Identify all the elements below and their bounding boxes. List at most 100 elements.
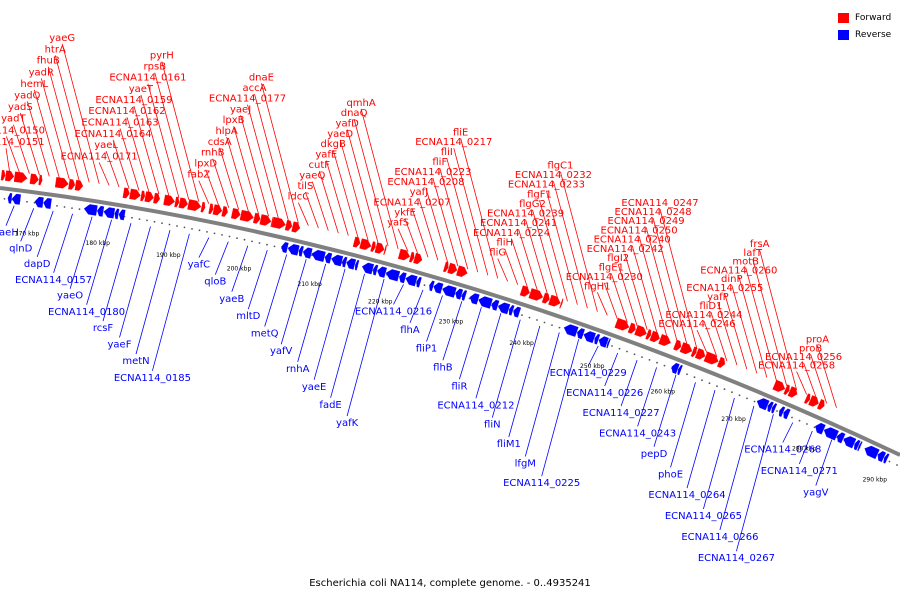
- scale-tick-label: 290 kbp: [863, 477, 888, 484]
- forward-gene-label: yaeQ: [299, 171, 325, 182]
- label-leader-line: [696, 329, 708, 354]
- label-leader-line: [61, 43, 100, 184]
- scale-dot: [131, 216, 133, 219]
- scale-dot: [56, 205, 58, 207]
- label-leader-line: [798, 430, 813, 465]
- forward-gene-label: fliE: [453, 127, 468, 138]
- forward-gene-label: dnaE: [249, 72, 274, 83]
- label-leader-line: [810, 354, 827, 404]
- label-leader-line: [346, 278, 385, 417]
- reverse-gene-arrow: [478, 296, 493, 309]
- gene-shape: [508, 305, 515, 316]
- gene-shape: [377, 266, 387, 278]
- reverse-gene-arrow: [11, 193, 21, 205]
- forward-gene-label: ECNA114_0223: [394, 167, 471, 178]
- label-leader-line: [418, 198, 439, 261]
- reverse-gene-arrow: [577, 328, 585, 340]
- gene-shape: [5, 170, 15, 182]
- forward-gene-label: proB: [799, 343, 822, 354]
- reverse-gene-arrow: [491, 299, 500, 311]
- reverse-gene-arrow: [857, 441, 863, 452]
- label-leader-line: [604, 352, 619, 387]
- forward-gene-label: ECNA114_0239: [487, 209, 564, 220]
- gene-shape: [399, 272, 407, 284]
- label-leader-line: [325, 160, 349, 236]
- gene-shape: [284, 219, 293, 231]
- gene-shape: [658, 334, 671, 346]
- gene-shape: [433, 282, 444, 294]
- scale-dot: [168, 223, 171, 226]
- gene-shape: [883, 453, 890, 464]
- reverse-gene-arrow: [823, 427, 839, 441]
- gene-shape: [767, 401, 774, 413]
- label-leader-line: [759, 250, 798, 391]
- forward-gene-arrow: [5, 170, 15, 182]
- forward-gene-label: ECNA114_0150: [0, 125, 45, 136]
- label-leader-line: [6, 136, 20, 173]
- forward-gene-label: yaeG: [49, 33, 75, 44]
- reverse-gene-label: yaeB: [219, 294, 244, 305]
- forward-gene-label: flgI2: [607, 253, 629, 264]
- forward-gene-label: yafE: [315, 150, 337, 161]
- forward-gene-arrow: [787, 386, 798, 398]
- reverse-gene-label: dapD: [24, 259, 51, 270]
- label-leader-line: [212, 158, 230, 208]
- label-leader-line: [5, 205, 15, 226]
- gene-shape: [68, 179, 76, 190]
- forward-gene-label: ECNA114_0241: [480, 218, 557, 229]
- forward-gene-label: hlpA: [215, 126, 237, 137]
- genome-backbone: [0, 186, 900, 457]
- scale-dot: [536, 319, 538, 321]
- forward-gene-arrow: [271, 216, 286, 229]
- label-leader-line: [504, 248, 519, 285]
- forward-gene-arrow: [456, 265, 468, 277]
- reverse-gene-label: yafK: [336, 418, 359, 429]
- gene-shape: [114, 208, 120, 220]
- forward-gene-arrow: [270, 216, 274, 228]
- label-leader-line: [731, 285, 758, 374]
- forward-gene-label: flgC1: [547, 161, 573, 172]
- scale-dot: [213, 232, 216, 235]
- reverse-gene-label: ECNA114_0227: [583, 408, 660, 419]
- forward-gene-label: yaeD: [327, 129, 353, 140]
- reverse-gene-arrow: [883, 453, 890, 464]
- gene-shape: [324, 252, 333, 264]
- forward-gene-label: yafP: [707, 292, 729, 303]
- gene-shape: [178, 197, 188, 209]
- label-leader-line: [140, 94, 170, 197]
- reverse-gene-arrow: [594, 333, 601, 345]
- gene-shape: [200, 201, 206, 213]
- reverse-gene-label: ECNA114_0225: [503, 478, 580, 489]
- gene-shape: [383, 244, 387, 255]
- scale-dot: [258, 242, 261, 244]
- gene-shape: [359, 238, 372, 250]
- reverse-gene-label: metQ: [251, 329, 279, 340]
- forward-gene-label: qmhA: [346, 98, 375, 109]
- label-leader-line: [745, 267, 778, 382]
- scale-dot: [663, 364, 666, 367]
- gene-shape: [877, 451, 887, 463]
- reverse-gene-arrow: [103, 207, 116, 219]
- label-leader-line: [393, 284, 404, 305]
- scale-dot: [656, 361, 658, 364]
- forward-gene-arrow: [408, 251, 415, 263]
- label-leader-line: [782, 422, 794, 443]
- label-leader-line: [13, 124, 30, 174]
- forward-gene-arrow: [803, 393, 811, 404]
- reverse-gene-arrow: [361, 262, 375, 275]
- scale-dot: [716, 385, 718, 388]
- forward-gene-label: yaeL: [94, 140, 118, 151]
- reverse-gene-label: fliN: [484, 420, 501, 431]
- forward-gene-arrow: [239, 209, 254, 222]
- reverse-gene-arrow: [399, 272, 407, 284]
- label-leader-line: [553, 181, 588, 309]
- gene-shape: [783, 384, 790, 395]
- forward-gene-arrow: [13, 171, 28, 183]
- forward-gene-label: proA: [806, 335, 829, 346]
- label-leader-line: [411, 208, 429, 258]
- forward-gene-arrow: [447, 262, 458, 275]
- gene-shape: [385, 269, 401, 282]
- forward-gene-arrow: [359, 238, 372, 250]
- scale-dot: [3, 198, 6, 200]
- gene-shape: [803, 393, 811, 404]
